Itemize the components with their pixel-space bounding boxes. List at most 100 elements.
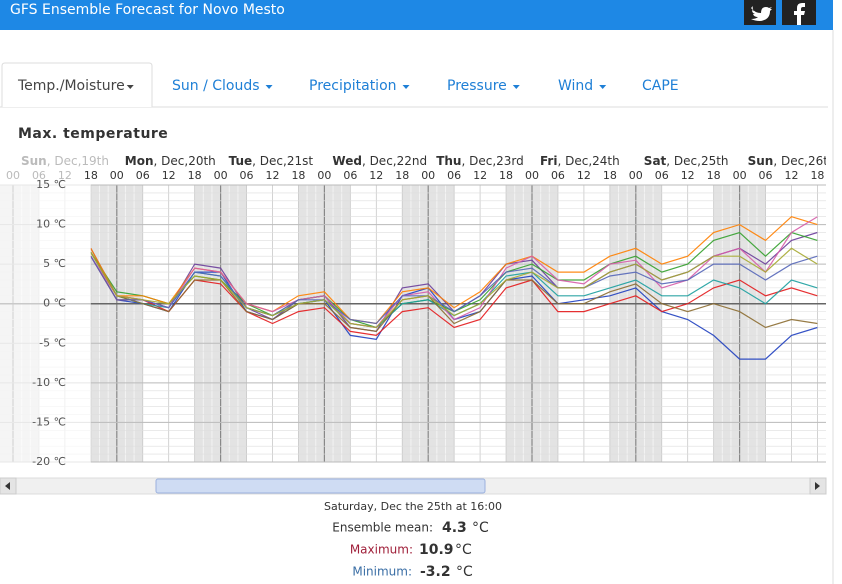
date: , Dec,21st — [252, 154, 313, 168]
arrow-icon — [5, 482, 10, 490]
min-value: -3.2 — [420, 564, 451, 580]
chart-title: Max. temperature — [18, 126, 168, 142]
scroll-thumb[interactable] — [155, 478, 486, 494]
weekday: Mon — [125, 154, 154, 168]
date: , Dec,26th — [773, 154, 835, 168]
hour-label: 18 — [395, 169, 409, 182]
max-value: 10.9 — [419, 542, 454, 558]
tab[interactable]: Wind — [558, 78, 593, 94]
day-label: Sat, Dec,25th — [644, 154, 729, 168]
date: , Dec,23rd — [461, 154, 523, 168]
day-label: Sun, Dec,19th — [21, 154, 109, 168]
weekday: Wed — [332, 154, 362, 168]
ensemble-line — [90, 251, 818, 333]
weekday: Sun — [21, 154, 47, 168]
min-label: Minimum: — [352, 565, 412, 579]
hour-label: 18 — [707, 169, 721, 182]
hour-label: 18 — [810, 169, 824, 182]
hour-label: 06 — [343, 169, 357, 182]
hour-label: 12 — [785, 169, 799, 182]
y-tick-label: -5 ℃ — [39, 336, 66, 349]
unit: °C — [456, 564, 473, 580]
hour-label: 12 — [681, 169, 695, 182]
y-tick-label: -15 ℃ — [32, 415, 66, 428]
plot: 00 06 12 18 00 06 12 18 00 06 12 18 00 06 12 18 00 06 12 18… — [0, 150, 836, 464]
unit: °C — [472, 520, 489, 536]
hour-label: 12 — [58, 169, 72, 182]
hour-label: 00 — [317, 169, 331, 182]
active-tab[interactable] — [1, 62, 153, 107]
top-bar — [0, 0, 833, 30]
weekday: Fri — [540, 154, 557, 168]
twitter-icon — [751, 6, 772, 21]
hour-label: 12 — [266, 169, 280, 182]
day-label: Sun, Dec,26th — [748, 154, 836, 168]
past-overlay — [0, 150, 91, 464]
y-tick-label: -10 ℃ — [32, 376, 66, 389]
page-title: GFS Ensemble Forecast for Novo Mesto — [10, 2, 285, 18]
tooltip-time: Saturday, Dec the 25th at 16:00 — [324, 500, 502, 513]
date: , Dec,24th — [557, 154, 619, 168]
y-tick-label: 0 ℃ — [43, 297, 66, 310]
tab[interactable]: Precipitation — [309, 78, 397, 94]
hour-label: 06 — [136, 169, 150, 182]
date: , Dec,19th — [47, 154, 109, 168]
hour-label: 12 — [577, 169, 591, 182]
hour-label: 12 — [369, 169, 383, 182]
hour-label: 18 — [499, 169, 513, 182]
arrow-icon — [815, 482, 820, 490]
date: , Dec,25th — [666, 154, 728, 168]
day-label: Thu, Dec,23rd — [436, 154, 524, 168]
hour-label: 06 — [240, 169, 254, 182]
hour-label: 00 — [421, 169, 435, 182]
hour-label: 18 — [188, 169, 202, 182]
tab[interactable]: CAPE — [642, 78, 679, 94]
hour-label: 06 — [759, 169, 773, 182]
twitter-button[interactable] — [744, 0, 776, 25]
hour-label: 00 — [6, 169, 20, 182]
max-label: Maximum: — [350, 543, 413, 557]
day-label: Mon, Dec,20th — [125, 154, 216, 168]
caret-icon — [265, 85, 273, 89]
caret-icon — [512, 85, 520, 89]
day-label: Wed, Dec,22nd — [332, 154, 427, 168]
hour-label: 00 — [733, 169, 747, 182]
ensemble-line — [90, 216, 818, 329]
hour-label: 06 — [32, 169, 46, 182]
hour-label: 12 — [162, 169, 176, 182]
mean-label: Ensemble mean: — [332, 521, 433, 535]
day-label: Fri, Dec,24th — [540, 154, 620, 168]
y-tick-label: -20 ℃ — [32, 455, 66, 468]
hour-label: 12 — [473, 169, 487, 182]
hour-label: 18 — [84, 169, 98, 182]
tab[interactable]: Temp./Moisture — [17, 78, 125, 94]
hour-label: 18 — [603, 169, 617, 182]
y-tick-label: 5 ℃ — [43, 257, 66, 270]
tab[interactable]: Sun / Clouds — [172, 78, 260, 94]
tab[interactable]: Pressure — [447, 78, 507, 94]
hour-label: 06 — [447, 169, 461, 182]
mean-value: 4.3 — [442, 520, 467, 536]
y-tick-label: 15 ℃ — [36, 178, 66, 191]
weekday: Tue — [229, 154, 253, 168]
facebook-icon — [794, 3, 805, 25]
hour-label: 06 — [551, 169, 565, 182]
date: , Dec,20th — [154, 154, 216, 168]
weekday: Sat — [644, 154, 667, 168]
hour-label: 18 — [291, 169, 305, 182]
day-label: Tue, Dec,21st — [229, 154, 314, 168]
hour-label: 00 — [525, 169, 539, 182]
unit: °C — [455, 542, 472, 558]
caret-icon — [126, 85, 134, 89]
ensemble-line — [90, 247, 818, 329]
caret-icon — [402, 85, 410, 89]
date: , Dec,22nd — [362, 154, 427, 168]
hour-label: 00 — [629, 169, 643, 182]
caret-icon — [599, 85, 607, 89]
ensemble-line — [90, 255, 818, 325]
weekday: Sun — [748, 154, 774, 168]
y-tick-label: 10 ℃ — [36, 218, 66, 231]
ensemble-line — [90, 255, 818, 337]
